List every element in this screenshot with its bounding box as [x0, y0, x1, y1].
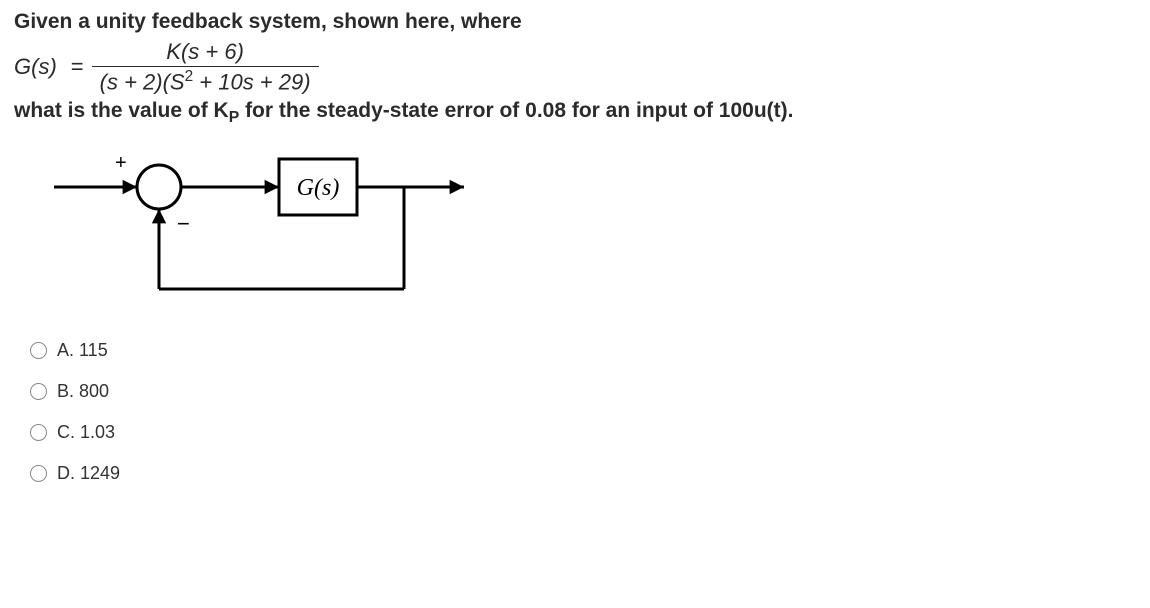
option-label: C. 1.03 — [57, 422, 115, 443]
option-d[interactable]: D. 1249 — [30, 463, 1136, 484]
option-label: A. 115 — [57, 340, 108, 361]
radio-icon — [30, 383, 47, 400]
option-b[interactable]: B. 800 — [30, 381, 1136, 402]
svg-text:+: + — [115, 152, 127, 174]
svg-text:−: − — [177, 211, 190, 236]
equation-lhs: G(s) — [14, 54, 57, 80]
radio-icon — [30, 465, 47, 482]
answer-options: A. 115 B. 800 C. 1.03 D. 1249 — [30, 340, 1136, 484]
denominator: (s + 2)(S2 + 10s + 29) — [92, 66, 319, 95]
radio-icon — [30, 342, 47, 359]
prompt-text: Given a unity feedback system, shown her… — [14, 10, 1136, 34]
option-label: D. 1249 — [57, 463, 120, 484]
radio-icon — [30, 424, 47, 441]
transfer-function: G(s) = K(s + 6) (s + 2)(S2 + 10s + 29) — [14, 40, 1136, 95]
option-label: B. 800 — [57, 381, 109, 402]
option-c[interactable]: C. 1.03 — [30, 422, 1136, 443]
feedback-diagram-svg: + − G(s) — [54, 139, 474, 309]
question-kp-sub: P — [229, 109, 240, 126]
denominator-post: + 10s + 29) — [193, 70, 310, 95]
question-post: for the steady-state error of 0.08 for a… — [239, 99, 793, 122]
block-diagram: + − G(s) — [54, 139, 1136, 314]
denominator-exponent: 2 — [185, 68, 194, 85]
option-a[interactable]: A. 115 — [30, 340, 1136, 361]
question-text: what is the value of KP for the steady-s… — [14, 99, 1136, 127]
denominator-pre: (s + 2)(S — [100, 70, 185, 95]
question-pre: what is the value of K — [14, 99, 229, 122]
equals-sign: = — [71, 54, 84, 80]
fraction: K(s + 6) (s + 2)(S2 + 10s + 29) — [92, 40, 319, 95]
svg-text:G(s): G(s) — [297, 175, 340, 201]
numerator: K(s + 6) — [158, 40, 252, 66]
